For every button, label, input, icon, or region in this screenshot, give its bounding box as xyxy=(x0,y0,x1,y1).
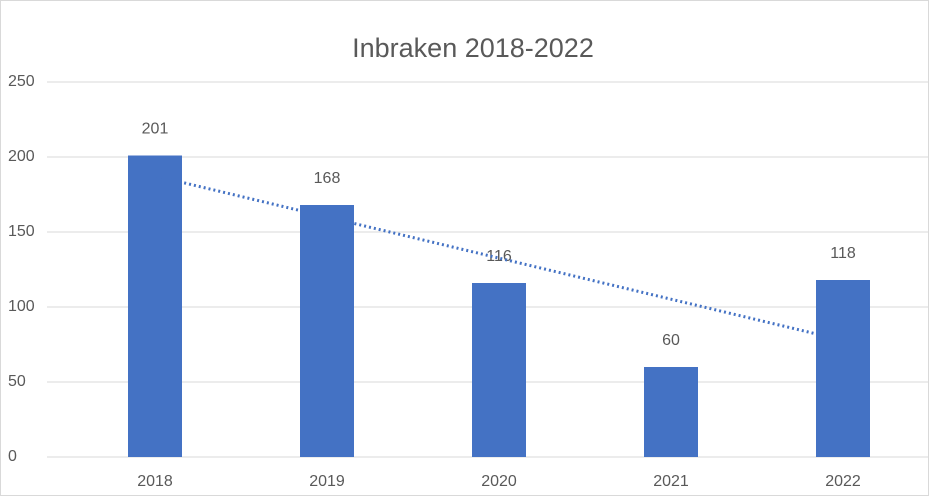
bar xyxy=(128,155,182,457)
y-tick-label: 0 xyxy=(8,448,17,465)
data-label: 118 xyxy=(830,245,856,262)
y-tick-label: 200 xyxy=(8,148,35,165)
data-label: 168 xyxy=(314,170,341,187)
bar xyxy=(644,367,698,457)
y-tick-label: 250 xyxy=(8,73,35,90)
y-tick-label: 150 xyxy=(8,223,35,240)
y-tick-label: 50 xyxy=(8,373,26,390)
chart-title: Inbraken 2018-2022 xyxy=(352,33,594,63)
x-tick-label: 2021 xyxy=(653,473,689,490)
x-tick-label: 2022 xyxy=(825,473,861,490)
data-label: 116 xyxy=(486,248,512,265)
bar xyxy=(472,283,526,457)
y-tick-label: 100 xyxy=(8,298,35,315)
data-label: 201 xyxy=(142,121,169,138)
bar xyxy=(816,280,870,457)
bar xyxy=(300,205,354,457)
x-tick-label: 2018 xyxy=(137,473,173,490)
x-tick-label: 2020 xyxy=(481,473,517,490)
data-label: 60 xyxy=(662,332,680,349)
x-tick-label: 2019 xyxy=(309,473,345,490)
